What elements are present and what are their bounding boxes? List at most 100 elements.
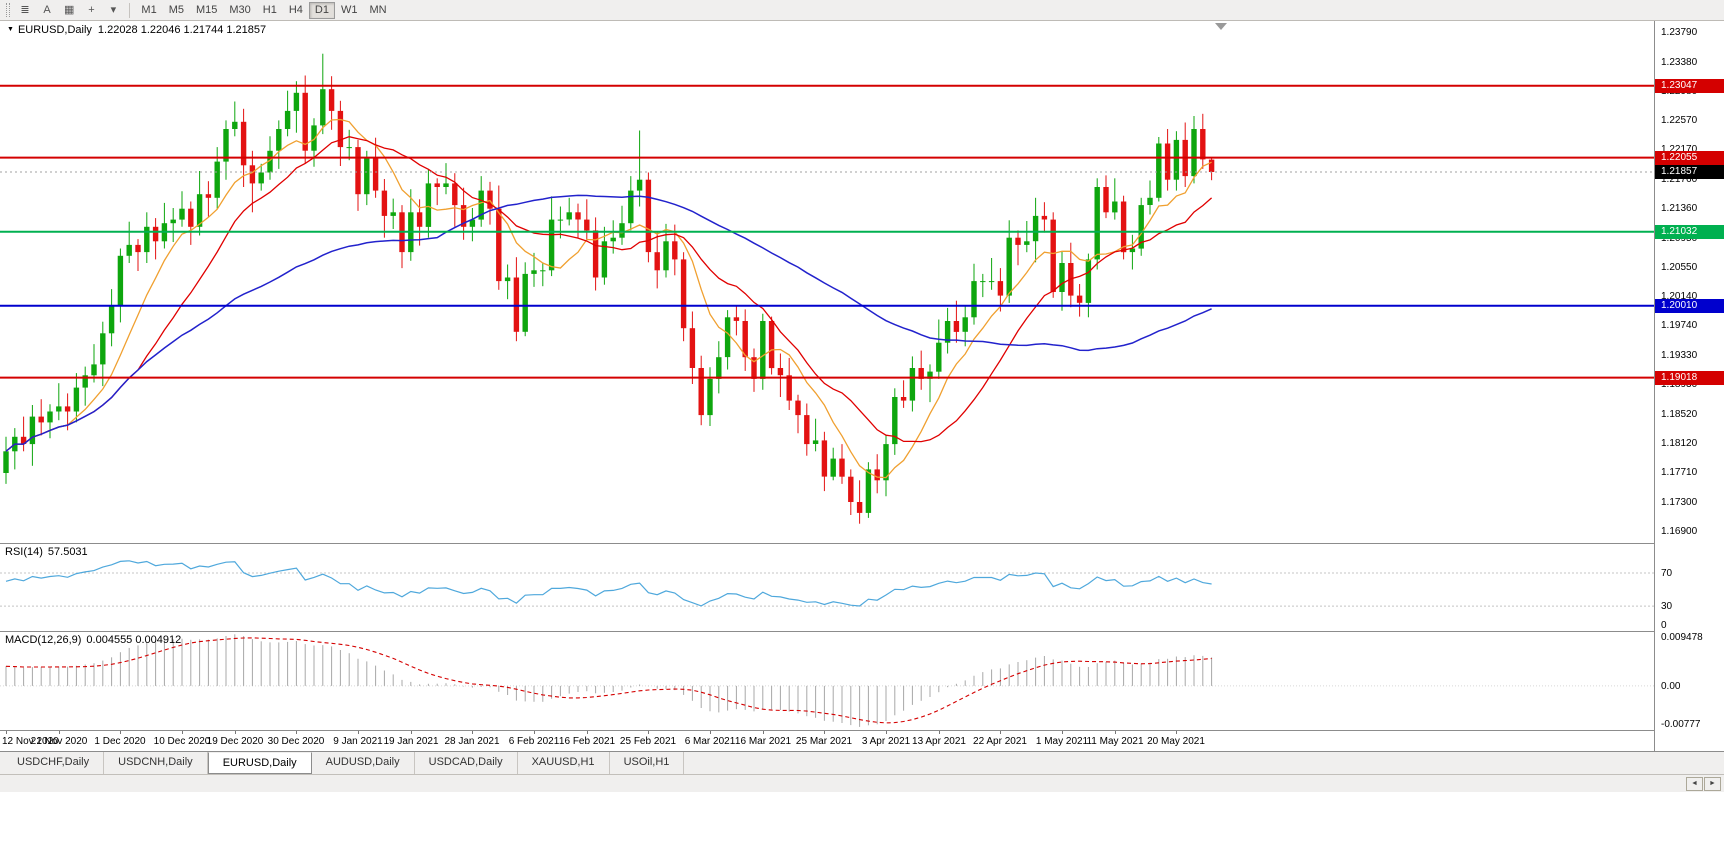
date-tick: [120, 731, 121, 734]
chart-tab-audusd[interactable]: AUDUSD,Daily: [312, 752, 415, 774]
macd-histogram: [5, 634, 1213, 727]
toolbar-grip[interactable]: [6, 3, 10, 17]
date-label: 16 Feb 2021: [558, 736, 616, 747]
crosshair-icon[interactable]: +: [80, 2, 102, 19]
date-tick: [886, 731, 887, 734]
rsi-panel[interactable]: RSI(14) 57.5031: [0, 544, 1654, 631]
chart-tab-xauusd[interactable]: XAUUSD,H1: [518, 752, 610, 774]
chart-tab-usdcnh[interactable]: USDCNH,Daily: [104, 752, 208, 774]
date-label: 19 Jan 2021: [383, 736, 439, 747]
panel-separator: [0, 730, 1724, 731]
chart-tab-eurusd[interactable]: EURUSD,Daily: [207, 752, 312, 774]
rsi-chart[interactable]: [0, 544, 1654, 631]
date-axis: 12 Nov 2020 21 Nov 2020 1 Dec 2020 10 Dec 2…: [0, 731, 1654, 751]
chart-tab-bar: USDCHF,Daily USDCNH,Daily EURUSD,Daily AUDU…: [0, 751, 1724, 774]
price-tick: 1.20550: [1661, 262, 1698, 273]
date-tick: [587, 731, 588, 734]
toolbar-separator: [129, 2, 131, 18]
date-tick: [358, 731, 359, 734]
price-level-badge: 1.22055: [1655, 151, 1724, 165]
macd-panel[interactable]: MACD(12,26,9) 0.004555 0.004912: [0, 632, 1654, 730]
date-label: 25 Mar 2021: [795, 736, 853, 747]
date-tick: [534, 731, 535, 734]
price-level-badge: 1.19018: [1655, 371, 1724, 385]
rsi-axis-label: 70: [1661, 568, 1673, 579]
price-level-badge: 1.23047: [1655, 79, 1724, 93]
price-tick: 1.20140: [1661, 291, 1698, 302]
price-tick: 1.22570: [1661, 115, 1698, 126]
price-tick: 1.19740: [1661, 320, 1698, 331]
chart-tab-usdchf[interactable]: USDCHF,Daily: [3, 752, 105, 774]
collapse-ohlc-icon[interactable]: ▼: [7, 26, 14, 33]
timeframe-m5[interactable]: M5: [163, 2, 190, 19]
date-label: 28 Jan 2021: [444, 736, 500, 747]
date-label: 22 Apr 2021: [973, 736, 1027, 747]
menu-icon[interactable]: ≣: [14, 2, 36, 19]
panel-separator[interactable]: [0, 543, 1724, 544]
main-chart-panel[interactable]: ▼ EURUSD,Daily 1.22028 1.22046 1.21744 1.2…: [0, 21, 1654, 543]
date-tick: [824, 731, 825, 734]
timeframe-d1[interactable]: D1: [308, 1, 335, 19]
chart-title: ▼ EURUSD,Daily 1.22028 1.22046 1.21744 1.2…: [7, 24, 266, 36]
timeframe-m15[interactable]: M15: [190, 2, 223, 19]
tab-scroll-strip: ◄ ►: [0, 774, 1724, 792]
price-tick: 1.23790: [1661, 27, 1698, 38]
chart-window-icon[interactable]: ▦: [58, 2, 80, 19]
date-label: 13 Apr 2021: [912, 736, 966, 747]
timeframe-mn[interactable]: MN: [363, 2, 392, 19]
chart-tab-usoil[interactable]: USOil,H1: [610, 752, 685, 774]
panel-separator[interactable]: [0, 631, 1724, 632]
ohlc-values: 1.22028 1.22046 1.21744 1.21857: [97, 24, 267, 36]
date-label: 20 May 2021: [1147, 736, 1205, 747]
date-label: 19 Dec 2020: [206, 736, 264, 747]
date-tick: [411, 731, 412, 734]
date-label: 3 Apr 2021: [861, 736, 911, 747]
price-level-badge: 1.20010: [1655, 299, 1724, 313]
candles-layer: [3, 53, 1215, 524]
price-tick: 1.16900: [1661, 526, 1698, 537]
macd-chart[interactable]: [0, 632, 1654, 730]
date-tick: [1062, 731, 1063, 734]
date-label: 1 May 2021: [1035, 736, 1089, 747]
price-tick: 1.23380: [1661, 57, 1698, 68]
date-tick: [472, 731, 473, 734]
toolbar-icon-group: ≣ A ▦ + ▾: [14, 2, 124, 19]
date-label: 10 Dec 2020: [153, 736, 211, 747]
date-label: 25 Feb 2021: [619, 736, 677, 747]
date-tick: [59, 731, 60, 734]
bottom-filler: [0, 792, 1724, 852]
price-tick: 1.22170: [1661, 144, 1698, 155]
chart-shift-marker-icon: [1215, 23, 1227, 30]
tab-scroll-right-icon[interactable]: ►: [1704, 777, 1721, 791]
price-tick: 1.21760: [1661, 174, 1698, 185]
date-tick: [182, 731, 183, 734]
timeframe-h1[interactable]: H1: [257, 2, 283, 19]
date-tick: [6, 731, 7, 734]
top-toolbar: ≣ A ▦ + ▾ M1 M5 M15 M30 H1 H4 D1 W1 MN: [0, 0, 1724, 21]
dropdown-arrow-icon[interactable]: ▾: [102, 2, 124, 19]
symbol-period-label: EURUSD,Daily: [17, 24, 92, 36]
price-tick: 1.19330: [1661, 350, 1698, 361]
tab-scroll-left-icon[interactable]: ◄: [1686, 777, 1703, 791]
date-tick: [648, 731, 649, 734]
timeframe-h4[interactable]: H4: [283, 2, 309, 19]
date-label: 9 Jan 2021: [333, 736, 383, 747]
timeframe-m1[interactable]: M1: [135, 2, 162, 19]
timeframe-m30[interactable]: M30: [223, 2, 256, 19]
timeframe-w1[interactable]: W1: [335, 2, 364, 19]
price-tick: 1.21360: [1661, 203, 1698, 214]
date-tick: [1115, 731, 1116, 734]
candlestick-chart[interactable]: [0, 21, 1654, 543]
date-label: 21 Nov 2020: [30, 736, 88, 747]
price-level-badge: 1.21032: [1655, 225, 1724, 239]
annotation-text-icon[interactable]: A: [36, 2, 58, 19]
price-tick: 1.17710: [1661, 467, 1698, 478]
macd-axis-label: -0.00777: [1661, 719, 1701, 730]
macd-axis-label: 0.00: [1661, 681, 1681, 692]
current-price-badge: 1.21857: [1655, 165, 1724, 179]
rsi-axis-label: 0: [1661, 620, 1667, 631]
date-tick: [235, 731, 236, 734]
rsi-axis-label: 30: [1661, 601, 1673, 612]
chart-tab-usdcad[interactable]: USDCAD,Daily: [415, 752, 518, 774]
